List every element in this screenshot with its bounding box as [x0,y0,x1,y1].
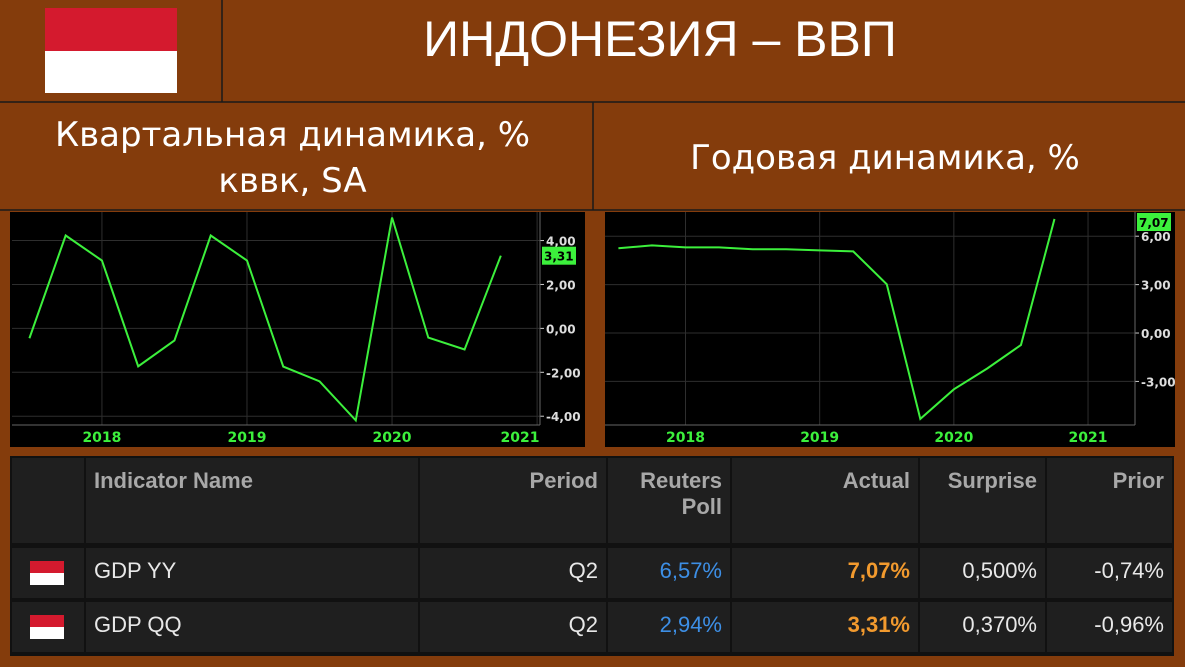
table-cell: 3,31% [732,602,918,652]
last-value-label: 3,31 [544,250,574,264]
chart-title: Квартальная динамика, % кввк, SA [54,115,531,201]
table-cell: -0,74% [1047,548,1172,598]
x-tick-label: 2021 [501,430,540,446]
plot-background [10,212,585,447]
y-tick-label: 0,00 [1141,327,1171,341]
x-tick-label: 2019 [800,430,839,446]
table-cell: Period [420,458,606,543]
table-cell: Q2 [420,602,606,652]
table-cell: Prior [1047,458,1172,543]
y-tick-label: 3,00 [1141,279,1171,293]
table-cell [12,458,84,543]
table-cell: GDP YY [86,548,418,598]
table-cell: 0,500% [920,548,1045,598]
y-tick-label: -3,00 [1141,375,1176,389]
table-cell: 0,370% [920,602,1045,652]
chart-title: Годовая динамика, % [690,138,1080,178]
line-series [618,218,1056,421]
chart-title-box: Годовая динамика, % [690,138,1080,178]
table-cell: Surprise [920,458,1045,543]
table-cell: 6,57% [608,548,730,598]
x-tick-label: 2020 [373,430,412,446]
title: ИНДОНЕЗИЯ – ВВП [423,11,897,67]
plot-background [605,212,1175,447]
flag-icon [30,615,64,639]
chart-title-box: Квартальная динамика, % кввк, SA [54,115,531,201]
last-value-label: 7,07 [1139,216,1169,230]
flag [45,8,177,93]
x-tick-label: 2020 [934,430,973,446]
table-cell [12,602,84,652]
last-value-box [542,246,576,265]
table-cell: GDP QQ [86,602,418,652]
y-tick-label: 2,00 [546,278,576,292]
table-cell: -0,96% [1047,602,1172,652]
x-tick-label: 2019 [228,430,267,446]
table-cell: Indicator Name [86,458,418,543]
y-tick-label: 0,00 [546,322,576,336]
y-tick-label: 6,00 [1141,230,1171,244]
x-tick-label: 2018 [666,430,705,446]
flag-icon [30,561,64,585]
x-tick-label: 2021 [1069,430,1108,446]
line-series [28,217,502,423]
table-cell: 7,07% [732,548,918,598]
y-tick-label: 4,00 [546,235,576,249]
table-cell: Actual [732,458,918,543]
last-value-box [1137,213,1171,231]
table-cell: 2,94% [608,602,730,652]
table-cell: Q2 [420,548,606,598]
table-cell [12,548,84,598]
y-tick-label: -2,00 [546,366,581,380]
table-cell: Reuters Poll [608,458,730,543]
y-tick-label: -4,00 [546,410,581,424]
frame [0,0,1185,211]
x-tick-label: 2018 [82,430,121,446]
